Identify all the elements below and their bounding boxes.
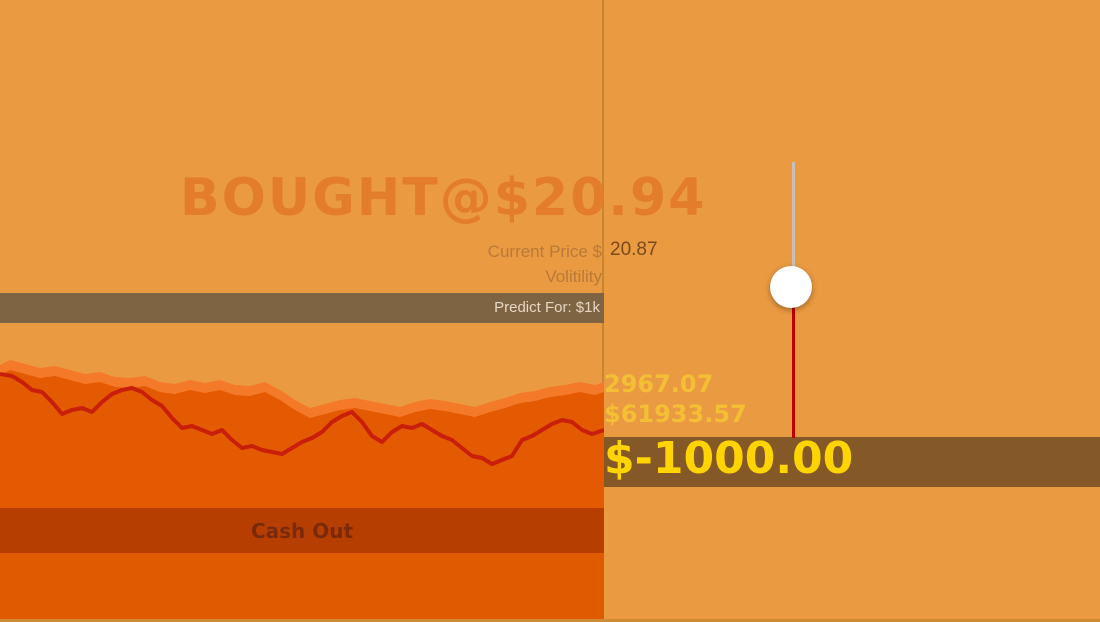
bought-price-heading: BOUGHT@$20.94 <box>180 168 707 228</box>
current-price-value: 20.87 <box>610 239 658 260</box>
current-price-label: Current Price $ <box>487 242 602 261</box>
predict-bar: Predict For: $1k <box>0 293 604 323</box>
slider-knob[interactable] <box>770 266 812 308</box>
profit-loss-amount: $-1000.00 <box>604 433 854 484</box>
slider-track-upper[interactable] <box>792 162 795 288</box>
chart-base-fill <box>0 553 604 622</box>
money-bar <box>604 437 1100 487</box>
predict-label: Predict For: $1k <box>494 299 600 316</box>
price-line <box>0 372 604 466</box>
volatility-label: Volitility <box>545 267 602 286</box>
prediction-value-1: 2967.07 <box>604 370 714 398</box>
cash-out-label: Cash Out <box>250 518 354 543</box>
bottom-edge <box>0 619 1100 622</box>
slider-track-lower[interactable] <box>792 288 795 438</box>
prediction-value-2: $61933.57 <box>604 400 747 428</box>
price-chart <box>0 360 604 510</box>
cash-out-button[interactable]: Cash Out <box>0 508 604 553</box>
